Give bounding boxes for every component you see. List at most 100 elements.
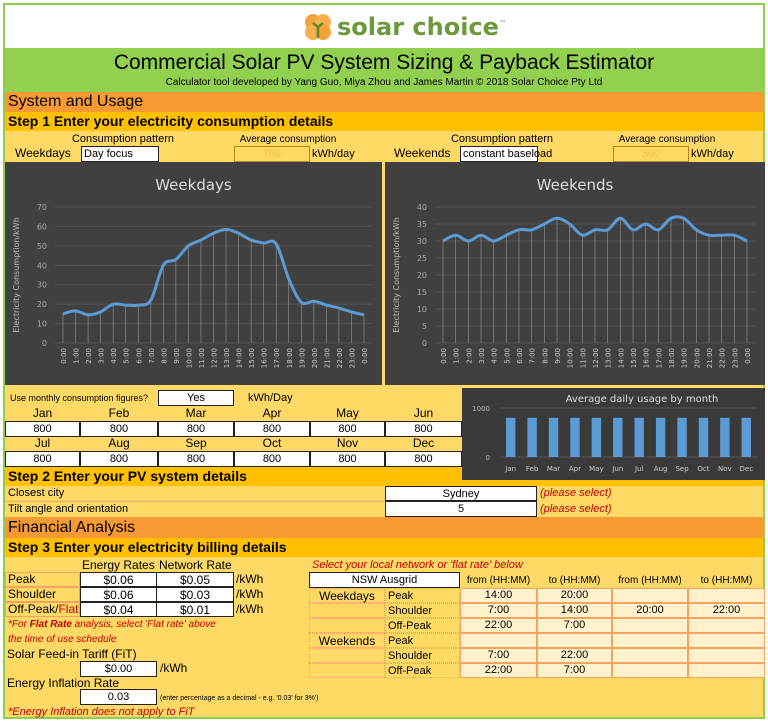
- x-tick-label: 5:00: [123, 348, 131, 364]
- rate-label-text: Shoulder: [8, 587, 57, 601]
- tou-header: to (HH:MM): [548, 575, 601, 586]
- x-tick-label: 7:00: [148, 348, 156, 364]
- inflation-note: *Energy Inflation does not apply to FiT: [8, 706, 195, 718]
- tou-group: [309, 618, 385, 633]
- monthly-unit: kWh/Day: [248, 392, 293, 404]
- tou-time-input[interactable]: 20:00: [537, 588, 612, 603]
- x-tick-label: 5:00: [503, 348, 511, 364]
- tou-time-input[interactable]: 7:00: [460, 603, 537, 618]
- tou-time-input[interactable]: 22:00: [537, 648, 612, 663]
- network-rate-input[interactable]: $0.03: [156, 587, 234, 602]
- rate-label-0: Peak: [5, 572, 80, 587]
- x-tick-label: May: [589, 465, 603, 473]
- y-tick-label: 40: [417, 203, 427, 212]
- month-input-feb[interactable]: 800: [80, 421, 158, 437]
- energy-rate-input[interactable]: $0.06: [80, 572, 157, 587]
- tou-time-input[interactable]: 22:00: [460, 618, 537, 633]
- bar-aug: [655, 417, 666, 457]
- tou-time-input[interactable]: 14:00: [537, 603, 612, 618]
- bar-jan: [505, 417, 516, 457]
- tou-period: Shoulder: [385, 603, 460, 618]
- weekday-avg-input[interactable]: 700: [234, 146, 310, 162]
- tou-group: [309, 663, 385, 678]
- weekday-avg-label: Average consumption: [239, 134, 337, 145]
- tou-time-input[interactable]: [612, 648, 688, 663]
- tou-time-input[interactable]: [688, 618, 765, 633]
- tou-time-input[interactable]: [612, 633, 688, 648]
- network-prompt: Select your local network or 'flat rate'…: [312, 559, 523, 571]
- tou-time-input[interactable]: 7:00: [537, 618, 612, 633]
- month-input-oct[interactable]: 800: [234, 451, 310, 467]
- month-input-jun[interactable]: 800: [385, 421, 462, 437]
- tou-time-input[interactable]: [688, 663, 765, 678]
- step1-heading: Step 1 Enter your electricity consumptio…: [5, 112, 763, 131]
- tou-time-input[interactable]: [688, 633, 765, 648]
- x-tick-label: 23:00: [348, 348, 356, 368]
- month-input-may[interactable]: 800: [310, 421, 385, 437]
- tou-time-input[interactable]: [688, 588, 765, 603]
- weekend-avg-input[interactable]: 300: [613, 146, 689, 162]
- tou-time-input[interactable]: 22:00: [688, 603, 765, 618]
- tou-time-input[interactable]: 14:00: [460, 588, 537, 603]
- x-tick-label: 4:00: [491, 348, 499, 364]
- y-tick-label: 10: [417, 305, 427, 314]
- month-input-nov[interactable]: 800: [310, 451, 385, 467]
- bar-jul: [634, 417, 644, 457]
- network-rate-input[interactable]: $0.05: [156, 572, 234, 587]
- x-tick-label: Feb: [526, 465, 539, 473]
- rate-label-2: Off-Peak/Flat: [5, 602, 80, 617]
- tou-time-input[interactable]: 22:00: [460, 663, 537, 678]
- network-rate-input[interactable]: $0.01: [156, 602, 234, 617]
- monthly-yes-select[interactable]: Yes: [158, 390, 234, 406]
- x-tick-label: 7:00: [529, 348, 537, 364]
- tou-time-input[interactable]: [460, 633, 537, 648]
- fit-input[interactable]: $0.00: [80, 661, 157, 677]
- x-tick-label: 21:00: [706, 348, 714, 368]
- tou-time-input[interactable]: [537, 633, 612, 648]
- month-input-sep[interactable]: 800: [158, 451, 234, 467]
- x-tick-label: 2:00: [85, 348, 93, 364]
- month-label: Nov: [336, 436, 359, 450]
- month-input-jan[interactable]: 800: [5, 421, 80, 437]
- x-tick-label: 6:00: [516, 348, 524, 364]
- month-label: Feb: [108, 406, 130, 420]
- tou-time-input[interactable]: [688, 648, 765, 663]
- x-tick-label: 22:00: [719, 348, 727, 368]
- x-tick-label: 11:00: [579, 348, 587, 368]
- fit-unit: /kWh: [160, 661, 188, 675]
- weekday-pattern-select[interactable]: Day focus: [81, 146, 159, 162]
- x-tick-label: 22:00: [336, 348, 344, 368]
- network-select[interactable]: NSW Ausgrid: [309, 572, 460, 588]
- logo-bar: solar choice™: [5, 5, 763, 48]
- monthly-usage-chart: Average daily usage by month 0 1000 Jan Feb M…: [462, 388, 765, 480]
- tou-period: Peak: [385, 633, 460, 648]
- tou-period: Off-Peak: [385, 618, 460, 633]
- x-tick-label: Mar: [547, 465, 560, 473]
- inflation-input[interactable]: 0.03: [80, 689, 157, 705]
- x-tick-label: 9:00: [554, 348, 562, 364]
- tou-time-input[interactable]: 7:00: [537, 663, 612, 678]
- tilt-select[interactable]: 5: [385, 501, 537, 517]
- tou-time-input[interactable]: 7:00: [460, 648, 537, 663]
- tou-time-input[interactable]: 20:00: [612, 603, 688, 618]
- month-input-aug[interactable]: 800: [80, 451, 158, 467]
- city-select[interactable]: Sydney: [385, 486, 537, 501]
- month-input-jul[interactable]: 800: [5, 451, 80, 467]
- energy-rate-input[interactable]: $0.04: [80, 602, 157, 617]
- tou-time-input[interactable]: [612, 663, 688, 678]
- month-input-apr[interactable]: 800: [234, 421, 310, 437]
- x-tick-label: 14:00: [236, 348, 244, 368]
- tou-period: Peak: [385, 588, 460, 603]
- x-tick-label: 20:00: [311, 348, 319, 368]
- weekday-pattern-label: Consumption pattern: [71, 133, 175, 145]
- x-tick-label: 12:00: [211, 348, 219, 368]
- month-input-dec[interactable]: 800: [385, 451, 462, 467]
- tou-time-input[interactable]: [612, 588, 688, 603]
- rate-label-flat: Flat: [58, 602, 79, 616]
- x-tick-label: 18:00: [668, 348, 676, 368]
- month-input-mar[interactable]: 800: [158, 421, 234, 437]
- energy-rate-input[interactable]: $0.06: [80, 587, 157, 602]
- x-tick-label: 15:00: [248, 348, 256, 368]
- tou-time-input[interactable]: [612, 618, 688, 633]
- weekend-pattern-select[interactable]: constant baseload: [460, 146, 552, 162]
